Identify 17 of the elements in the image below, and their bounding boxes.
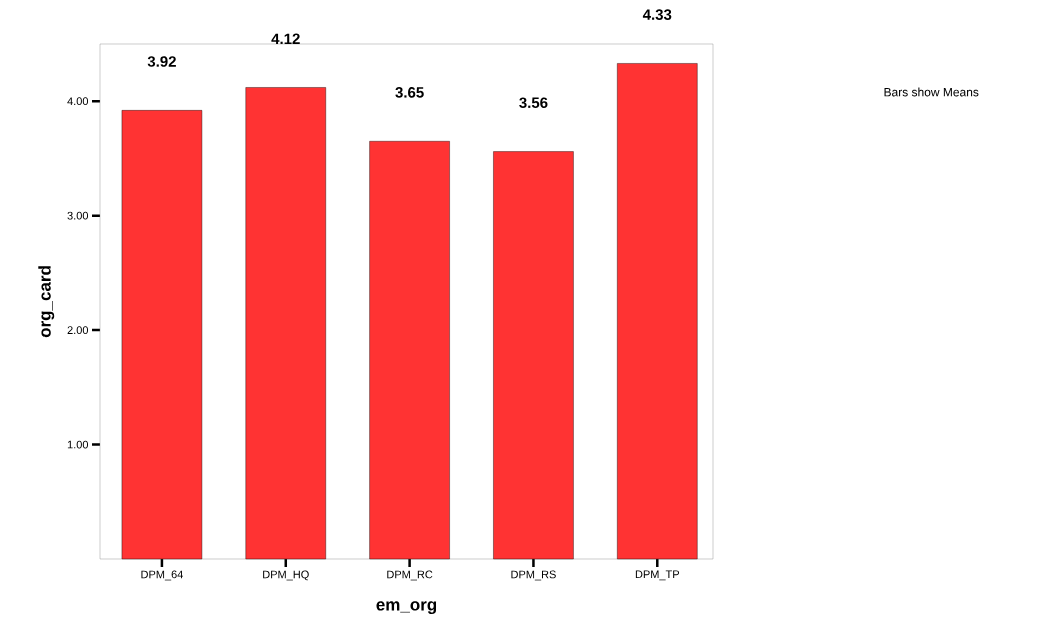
x-tick-label: DPM_HQ bbox=[263, 570, 309, 581]
data-label: 4.33 bbox=[642, 9, 672, 20]
text: Bars show Means bbox=[884, 87, 979, 97]
data-label: 4.12 bbox=[271, 33, 300, 44]
data-label: 3.65 bbox=[395, 87, 424, 98]
y-tick-label: 2.00 bbox=[67, 326, 89, 334]
y-tick-label: 1.00 bbox=[67, 440, 89, 449]
x-tick-label: DPM_64 bbox=[141, 570, 183, 581]
data-label: 3.56 bbox=[519, 97, 548, 109]
data-label: 3.92 bbox=[147, 56, 176, 67]
y-axis-title: org_card bbox=[38, 266, 55, 338]
x-tick-label: DPM_TP bbox=[635, 570, 680, 581]
x-tick-label: DPM_RS bbox=[511, 570, 556, 581]
x-tick-label: DPM_RC bbox=[387, 570, 433, 581]
x-axis-title: em_org bbox=[376, 601, 437, 615]
y-tick-label: 3.00 bbox=[67, 211, 89, 220]
y-tick-label: 4.00 bbox=[67, 97, 89, 106]
